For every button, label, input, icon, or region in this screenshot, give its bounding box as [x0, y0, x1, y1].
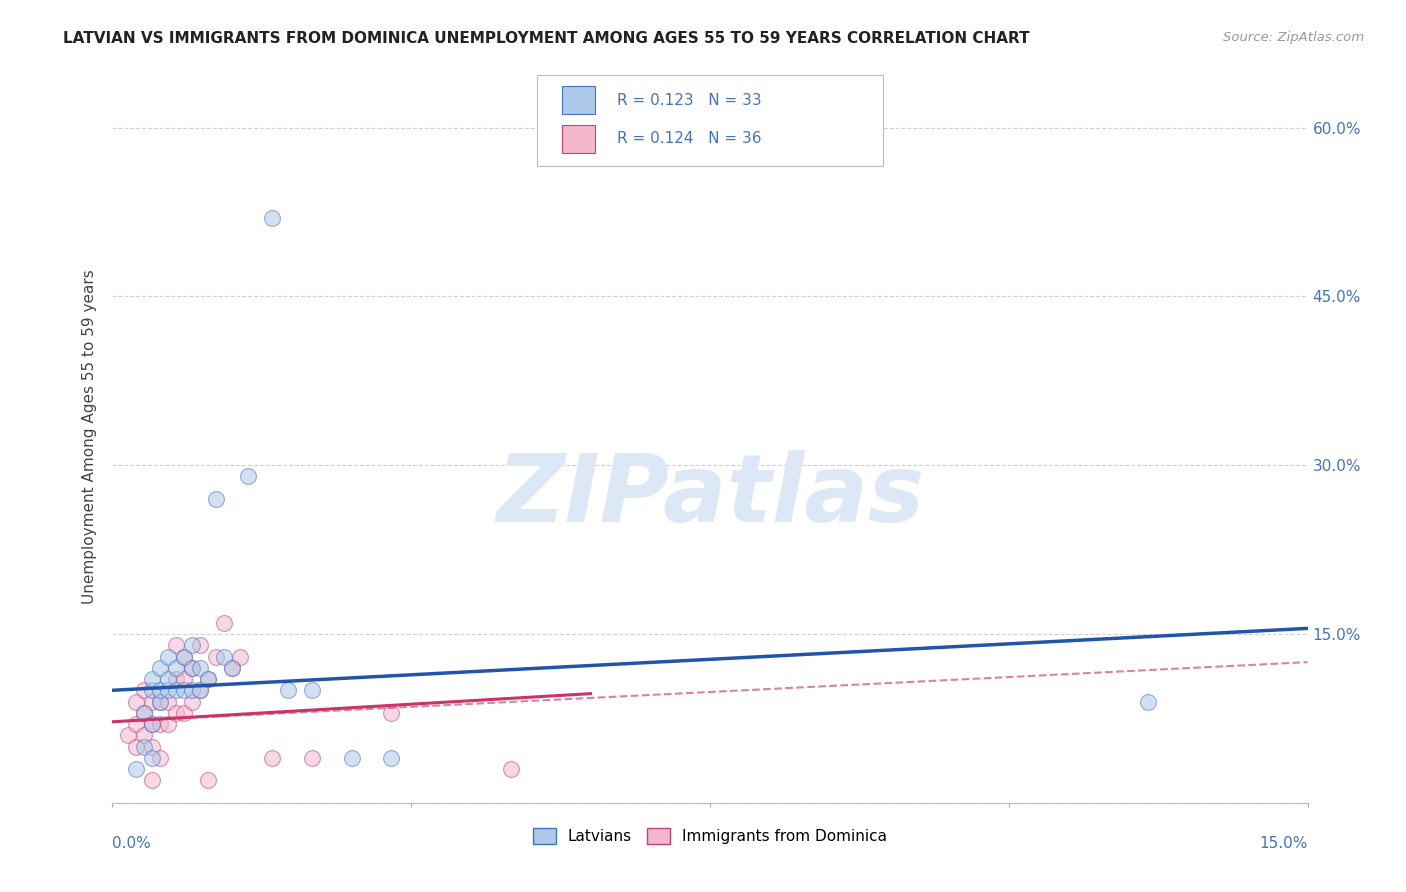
Point	[181, 661, 204, 675]
Point	[260, 751, 283, 765]
Point	[380, 751, 402, 765]
Point	[173, 649, 195, 664]
Point	[149, 751, 172, 765]
Point	[134, 683, 156, 698]
Text: ZIPatlas: ZIPatlas	[496, 450, 924, 541]
Point	[301, 683, 323, 698]
Point	[157, 694, 180, 708]
Point	[260, 211, 283, 225]
Point	[173, 649, 195, 664]
Point	[277, 683, 299, 698]
Text: Source: ZipAtlas.com: Source: ZipAtlas.com	[1223, 31, 1364, 45]
Point	[165, 683, 187, 698]
FancyBboxPatch shape	[537, 75, 883, 167]
Point	[134, 706, 156, 720]
FancyBboxPatch shape	[562, 125, 595, 153]
Point	[197, 773, 219, 788]
Point	[340, 751, 363, 765]
Point	[149, 694, 172, 708]
Point	[165, 672, 187, 686]
Text: LATVIAN VS IMMIGRANTS FROM DOMINICA UNEMPLOYMENT AMONG AGES 55 TO 59 YEARS CORRE: LATVIAN VS IMMIGRANTS FROM DOMINICA UNEM…	[63, 31, 1029, 46]
Point	[229, 649, 252, 664]
Point	[157, 717, 180, 731]
Point	[141, 694, 163, 708]
Point	[212, 649, 235, 664]
Point	[157, 683, 180, 698]
Point	[125, 717, 148, 731]
Point	[236, 469, 259, 483]
Point	[181, 661, 204, 675]
Point	[149, 694, 172, 708]
Point	[141, 773, 163, 788]
Point	[117, 728, 139, 742]
Point	[125, 762, 148, 776]
Point	[197, 672, 219, 686]
Point	[165, 661, 187, 675]
Point	[141, 672, 163, 686]
Point	[188, 683, 211, 698]
Point	[149, 683, 172, 698]
Point	[197, 672, 219, 686]
Point	[301, 751, 323, 765]
Text: 15.0%: 15.0%	[1260, 836, 1308, 851]
Point	[141, 717, 163, 731]
Point	[141, 683, 163, 698]
Y-axis label: Unemployment Among Ages 55 to 59 years: Unemployment Among Ages 55 to 59 years	[82, 269, 97, 605]
Point	[181, 694, 204, 708]
Point	[134, 706, 156, 720]
Point	[125, 739, 148, 754]
Point	[125, 694, 148, 708]
Point	[499, 762, 522, 776]
Point	[149, 717, 172, 731]
Point	[157, 649, 180, 664]
Point	[205, 649, 228, 664]
Point	[205, 491, 228, 506]
Point	[188, 683, 211, 698]
Text: R = 0.124   N = 36: R = 0.124 N = 36	[617, 131, 761, 146]
Point	[173, 672, 195, 686]
Point	[134, 728, 156, 742]
Point	[188, 661, 211, 675]
Legend: Latvians, Immigrants from Dominica: Latvians, Immigrants from Dominica	[527, 822, 893, 850]
Point	[173, 683, 195, 698]
Point	[141, 751, 163, 765]
Point	[173, 706, 195, 720]
FancyBboxPatch shape	[562, 87, 595, 114]
Point	[157, 672, 180, 686]
Text: 0.0%: 0.0%	[112, 836, 152, 851]
Point	[221, 661, 243, 675]
Point	[141, 717, 163, 731]
Point	[181, 638, 204, 652]
Point	[165, 706, 187, 720]
Point	[221, 661, 243, 675]
Point	[165, 638, 187, 652]
Text: R = 0.123   N = 33: R = 0.123 N = 33	[617, 93, 762, 108]
Point	[149, 661, 172, 675]
Point	[181, 683, 204, 698]
Point	[134, 739, 156, 754]
Point	[188, 638, 211, 652]
Point	[380, 706, 402, 720]
Point	[212, 615, 235, 630]
Point	[1137, 694, 1160, 708]
Point	[141, 739, 163, 754]
